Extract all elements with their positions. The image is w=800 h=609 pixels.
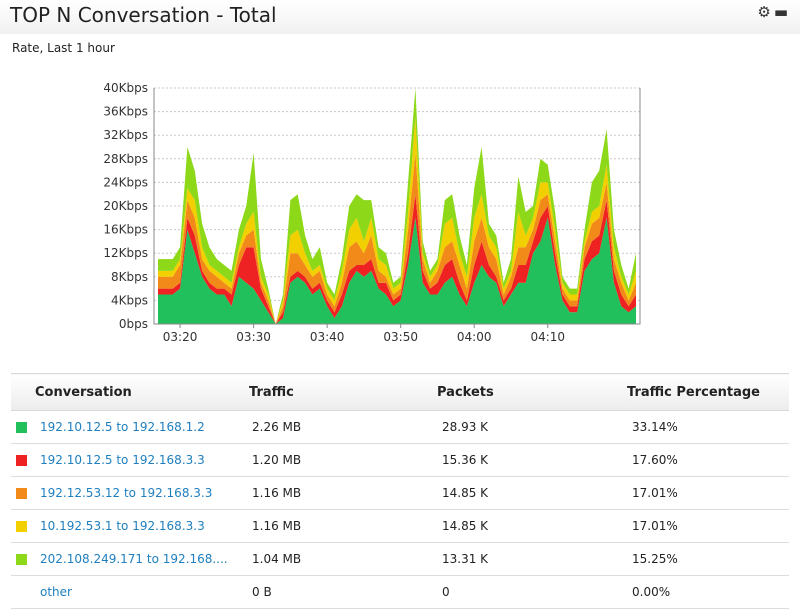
percentage-cell: 17.60% (626, 443, 789, 477)
widget-controls: ⚙ ▬ (754, 3, 788, 21)
table-row: other 0 B 0 0.00% (11, 575, 789, 609)
packets-cell: 14.85 K (436, 509, 626, 543)
table-header-row: Conversation Traffic Packets Traffic Per… (11, 373, 789, 411)
series-area[interactable] (158, 117, 636, 325)
percentage-cell: 17.01% (626, 509, 789, 543)
conversation-cell: 192.12.53.12 to 192.168.3.3 (11, 476, 248, 510)
x-tick-label: 03:20 (163, 330, 198, 344)
y-tick-label: 20Kbps (103, 199, 148, 213)
y-tick-label: 32Kbps (103, 128, 148, 142)
chart-axes: 0bps 4Kbps 8Kbps 12Kbps 16Kbps 20Kbps 24Kbps 28… (103, 81, 641, 344)
packets-cell: 14.85 K (436, 476, 626, 510)
chart-areas (158, 88, 636, 324)
legend-swatch (16, 587, 27, 598)
conversation-link[interactable]: 192.10.12.5 to 192.168.3.3 (40, 453, 205, 467)
y-tick-label: 16Kbps (103, 223, 148, 237)
table-row: 202.108.249.171 to 192.168.... 1.04 MB 13.… (11, 542, 789, 576)
table-row: 192.12.53.12 to 192.168.3.3 1.16 MB 14.85 … (11, 476, 789, 510)
x-tick-label: 03:30 (236, 330, 271, 344)
conversation-link[interactable]: 192.10.12.5 to 192.168.1.2 (40, 420, 205, 434)
y-tick-label: 8Kbps (111, 270, 148, 284)
series-area[interactable] (158, 88, 636, 324)
column-packets[interactable]: Packets (436, 373, 626, 411)
time-range-label: Rate, Last 1 hour (12, 41, 115, 55)
y-tick-label: 12Kbps (103, 246, 148, 260)
x-tick-label: 03:50 (383, 330, 418, 344)
conversation-cell: 10.192.53.1 to 192.168.3.3 (11, 509, 248, 543)
traffic-cell: 1.04 MB (248, 542, 436, 576)
y-tick-label: 24Kbps (103, 175, 148, 189)
traffic-cell: 1.20 MB (248, 443, 436, 477)
percentage-cell: 15.25% (626, 542, 789, 576)
gear-icon[interactable]: ⚙ (757, 3, 771, 21)
column-conversation[interactable]: Conversation (11, 373, 248, 411)
column-traffic-percentage[interactable]: Traffic Percentage (626, 373, 789, 411)
percentage-cell: 33.14% (626, 410, 789, 444)
y-tick-label: 28Kbps (103, 152, 148, 166)
traffic-cell: 2.26 MB (248, 410, 436, 444)
column-traffic[interactable]: Traffic (248, 373, 436, 411)
conversation-link[interactable]: 10.192.53.1 to 192.168.3.3 (40, 519, 205, 533)
conversation-cell: 202.108.249.171 to 192.168.... (11, 542, 248, 576)
y-tick-label: 40Kbps (103, 81, 148, 95)
series-area[interactable] (158, 152, 636, 324)
minimize-icon[interactable]: ▬ (773, 3, 788, 21)
legend-swatch (16, 488, 27, 499)
x-tick-label: 04:00 (457, 330, 492, 344)
legend-swatch (16, 521, 27, 532)
packets-cell: 13.31 K (436, 542, 626, 576)
table-row: 192.10.12.5 to 192.168.3.3 1.20 MB 15.36 K… (11, 443, 789, 477)
y-tick-label: 0bps (119, 317, 148, 331)
percentage-cell: 17.01% (626, 476, 789, 510)
traffic-cell: 0 B (248, 575, 436, 609)
widget-title: TOP N Conversation - Total (10, 3, 277, 27)
x-tick-label: 03:40 (310, 330, 345, 344)
packets-cell: 28.93 K (436, 410, 626, 444)
traffic-chart: 0bps 4Kbps 8Kbps 12Kbps 16Kbps 20Kbps 24Kbps 28… (103, 81, 641, 344)
plot-frame (153, 88, 641, 325)
legend-swatch (16, 554, 27, 565)
percentage-cell: 0.00% (626, 575, 789, 609)
conversation-link[interactable]: 202.108.249.171 to 192.168.... (40, 552, 228, 566)
conversation-cell: 192.10.12.5 to 192.168.1.2 (11, 410, 248, 444)
y-tick-label: 4Kbps (111, 293, 148, 307)
legend-swatch (16, 455, 27, 466)
table-row: 192.10.12.5 to 192.168.1.2 2.26 MB 28.93 K… (11, 410, 789, 444)
series-area[interactable] (158, 217, 636, 324)
conversation-link[interactable]: other (40, 585, 72, 599)
traffic-cell: 1.16 MB (248, 476, 436, 510)
series-area[interactable] (158, 194, 636, 324)
x-tick-label: 04:10 (530, 330, 565, 344)
packets-cell: 0 (436, 575, 626, 609)
conversation-link[interactable]: 192.12.53.12 to 192.168.3.3 (40, 486, 213, 500)
conversation-cell: 192.10.12.5 to 192.168.3.3 (11, 443, 248, 477)
conversation-cell: other (11, 575, 248, 609)
y-tick-label: 36Kbps (103, 105, 148, 119)
packets-cell: 15.36 K (436, 443, 626, 477)
table-row: 10.192.53.1 to 192.168.3.3 1.16 MB 14.85 K… (11, 509, 789, 543)
table-body: 192.10.12.5 to 192.168.1.2 2.26 MB 28.93 K… (11, 410, 789, 609)
traffic-cell: 1.16 MB (248, 509, 436, 543)
conversation-table: Conversation Traffic Packets Traffic Per… (11, 373, 789, 609)
widget-header: TOP N Conversation - Total ⚙ ▬ (0, 0, 800, 34)
legend-swatch (16, 422, 27, 433)
